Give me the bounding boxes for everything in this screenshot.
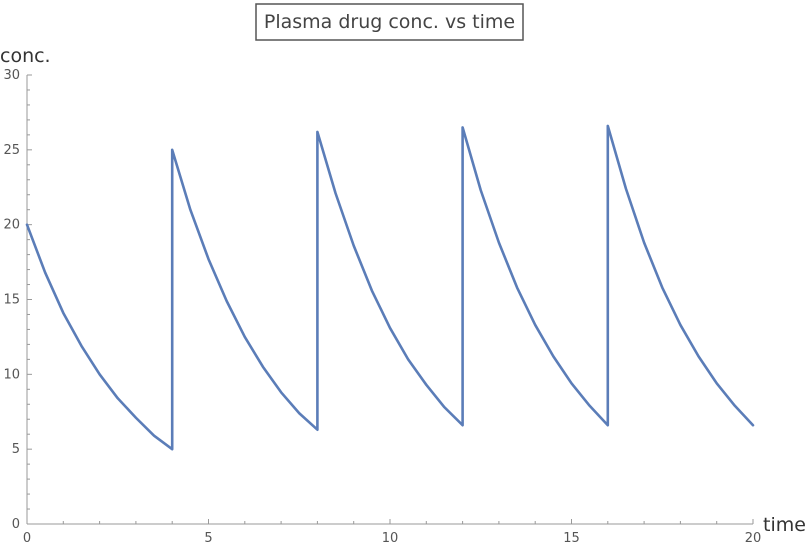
y-axis-label: conc. [0,45,51,67]
chart-title: Plasma drug conc. vs time [255,3,524,41]
x-tick-label: 0 [23,531,31,546]
x-tick-label: 5 [204,531,212,546]
y-tick-label: 5 [12,442,20,457]
chart-title-box [255,3,524,41]
chart-title-text: Plasma drug conc. vs time [264,11,515,33]
x-tick-label: 10 [382,531,399,546]
tick-labels: 0 5 10 15 20 0 5 10 15 20 25 30 [3,68,761,546]
y-tick-label: 0 [12,517,20,532]
axis-ticks [26,74,754,525]
y-tick-label: 10 [3,367,20,382]
y-tick-label: 25 [3,143,20,158]
y-tick-label: 30 [3,68,20,83]
x-tick-label: 15 [563,531,580,546]
series-line [25,124,755,451]
x-axis-label: time [763,514,806,536]
y-tick-label: 20 [3,218,20,233]
series-layer [25,124,755,451]
y-tick-label: 15 [3,293,20,308]
x-tick-label: 20 [745,531,762,546]
